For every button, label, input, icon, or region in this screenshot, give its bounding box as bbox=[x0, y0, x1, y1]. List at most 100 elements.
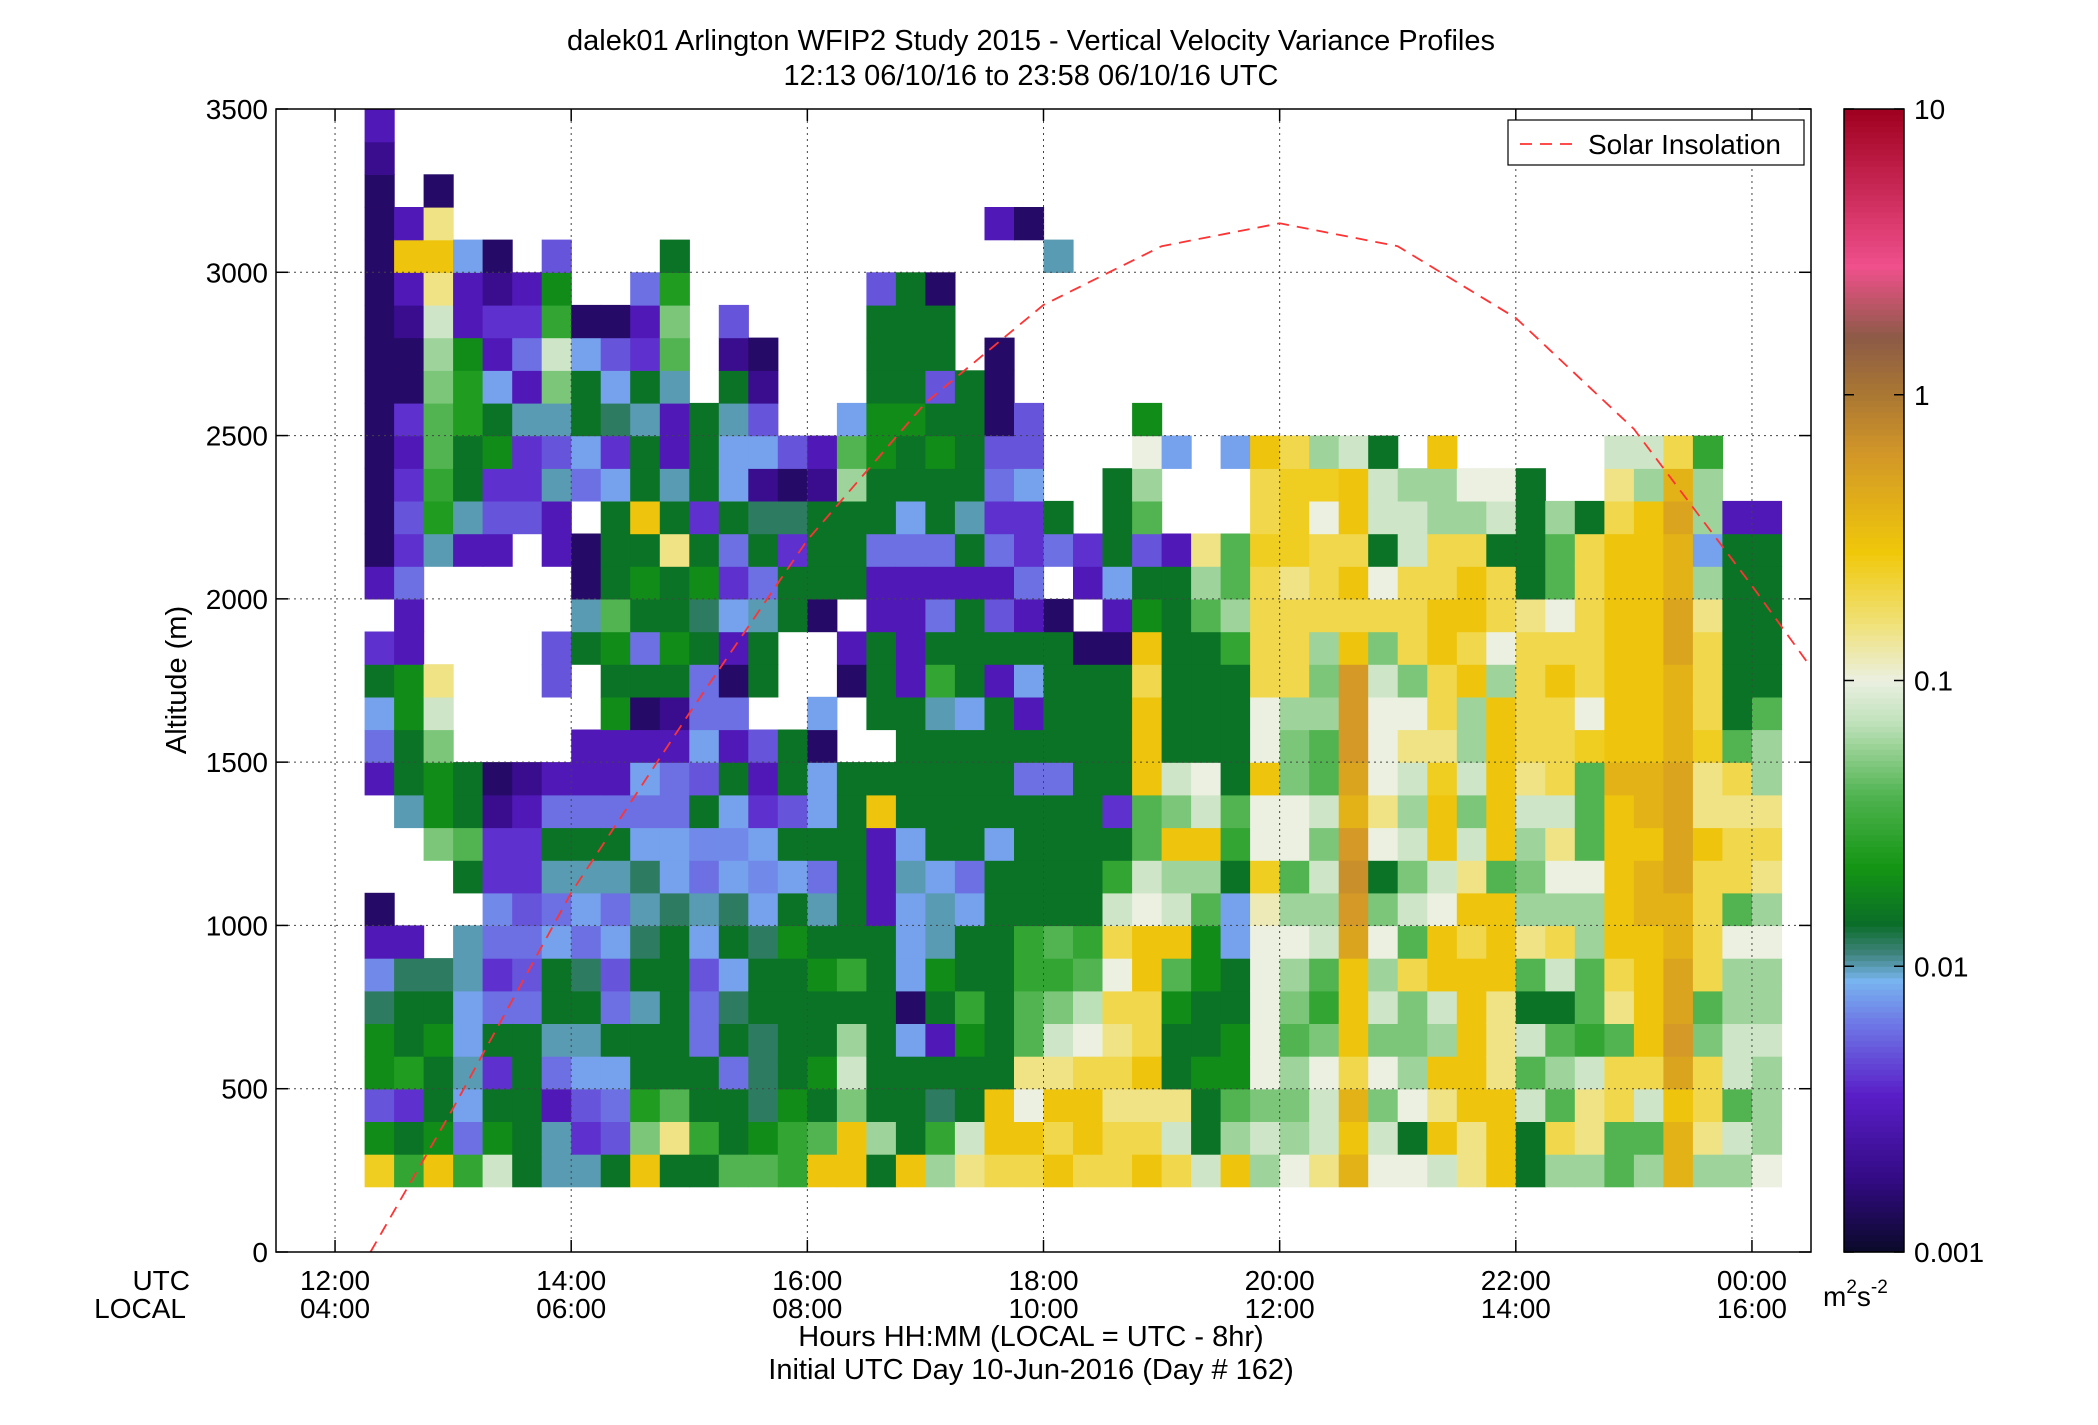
colorbar-tick-label: 1 bbox=[1914, 380, 1930, 411]
heatmap-cell bbox=[1486, 958, 1517, 992]
heatmap-cell bbox=[866, 533, 897, 567]
heatmap-cell bbox=[1279, 860, 1310, 894]
heatmap-cell bbox=[1692, 500, 1723, 535]
x-tick-label-utc: 20:00 bbox=[1245, 1265, 1315, 1296]
heatmap-cell bbox=[1456, 925, 1487, 959]
colorbar-band bbox=[1844, 514, 1904, 522]
heatmap-cell bbox=[1545, 762, 1576, 796]
heatmap-cell bbox=[364, 892, 395, 927]
heatmap-cell bbox=[777, 1023, 808, 1057]
y-tick-label: 3500 bbox=[206, 94, 268, 125]
heatmap-cell bbox=[394, 435, 425, 469]
colorbar-band bbox=[1844, 223, 1904, 230]
heatmap-cell bbox=[630, 860, 661, 894]
heatmap-cell bbox=[1545, 1023, 1576, 1057]
heatmap-cell bbox=[1692, 598, 1723, 633]
heatmap-cell bbox=[748, 468, 779, 502]
heatmap-cell bbox=[1604, 827, 1635, 861]
colorbar-band bbox=[1844, 794, 1904, 802]
heatmap-cell bbox=[1456, 958, 1487, 992]
heatmap-cell bbox=[453, 533, 484, 567]
colorbar-band bbox=[1844, 1051, 1904, 1059]
heatmap-cell bbox=[1102, 925, 1133, 959]
heatmap-cell bbox=[1368, 533, 1399, 567]
heatmap-cell bbox=[394, 664, 425, 698]
heatmap-cell bbox=[689, 827, 720, 861]
colorbar-band bbox=[1844, 766, 1904, 773]
heatmap-cell bbox=[1397, 566, 1428, 600]
heatmap-cell bbox=[836, 566, 867, 600]
heatmap-cell bbox=[689, 566, 720, 600]
heatmap-cell bbox=[1515, 1023, 1546, 1057]
heatmap-cell bbox=[925, 500, 956, 535]
heatmap-cell bbox=[482, 1121, 513, 1155]
heatmap-cell bbox=[718, 500, 749, 535]
heatmap-cell bbox=[1604, 566, 1635, 600]
heatmap-cell bbox=[482, 925, 513, 959]
heatmap-cell bbox=[423, 239, 454, 273]
heatmap-cell bbox=[1515, 1121, 1546, 1155]
heatmap-cell bbox=[954, 1088, 985, 1122]
heatmap-cell bbox=[866, 500, 897, 535]
colorbar-band bbox=[1844, 549, 1904, 556]
heatmap-cell bbox=[1014, 990, 1045, 1024]
heatmap-cell bbox=[1250, 860, 1281, 894]
colorbar-band bbox=[1844, 600, 1904, 607]
heatmap-cell bbox=[1338, 958, 1369, 992]
heatmap-cell bbox=[1604, 892, 1635, 927]
colorbar-band bbox=[1844, 629, 1904, 636]
heatmap-cell bbox=[807, 435, 838, 469]
heatmap-cell bbox=[571, 827, 602, 861]
y-tick-label: 500 bbox=[221, 1074, 268, 1105]
heatmap-cell bbox=[1073, 729, 1104, 763]
heatmap-cell bbox=[1427, 1088, 1458, 1122]
colorbar-band bbox=[1844, 949, 1904, 956]
heatmap-cell bbox=[541, 892, 572, 927]
heatmap-cell bbox=[394, 402, 425, 437]
heatmap-cell bbox=[1309, 696, 1340, 731]
heatmap-cell bbox=[1486, 1056, 1517, 1090]
heatmap-cell bbox=[689, 892, 720, 927]
heatmap-cell bbox=[1250, 1154, 1281, 1188]
colorbar bbox=[1844, 109, 1904, 1253]
colorbar-band bbox=[1844, 143, 1904, 150]
heatmap-cell bbox=[1722, 1088, 1753, 1122]
heatmap-cell bbox=[1338, 1023, 1369, 1057]
heatmap-cell bbox=[571, 468, 602, 502]
heatmap-cell bbox=[1633, 566, 1664, 600]
x-tick-label-local: 16:00 bbox=[1717, 1293, 1787, 1324]
heatmap-cell bbox=[600, 696, 631, 731]
heatmap-cell bbox=[394, 272, 425, 306]
heatmap-cell bbox=[1279, 1154, 1310, 1188]
heatmap-cell bbox=[1220, 566, 1251, 600]
heatmap-cell bbox=[1633, 958, 1664, 992]
heatmap-cell bbox=[836, 500, 867, 535]
heatmap-cell bbox=[630, 1088, 661, 1122]
heatmap-cell bbox=[807, 468, 838, 502]
colorbar-band bbox=[1844, 1091, 1904, 1099]
heatmap-cell bbox=[1456, 794, 1487, 829]
heatmap-cell bbox=[866, 827, 897, 861]
heatmap-cell bbox=[1633, 533, 1664, 567]
heatmap-cell bbox=[1663, 1154, 1694, 1188]
heatmap-cell bbox=[1722, 598, 1753, 633]
heatmap-cell bbox=[364, 500, 395, 535]
heatmap-cell bbox=[954, 860, 985, 894]
heatmap-cell bbox=[453, 468, 484, 502]
colorbar-band bbox=[1844, 697, 1904, 704]
colorbar-band bbox=[1844, 594, 1904, 602]
heatmap-cell bbox=[512, 860, 543, 894]
heatmap-cell bbox=[1220, 892, 1251, 927]
heatmap-cell bbox=[571, 892, 602, 927]
heatmap-cell bbox=[1397, 1023, 1428, 1057]
heatmap-cell bbox=[1220, 762, 1251, 796]
heatmap-cell bbox=[1486, 598, 1517, 633]
heatmap-cell bbox=[1102, 566, 1133, 600]
heatmap-cell bbox=[630, 370, 661, 404]
heatmap-cell bbox=[1250, 631, 1281, 665]
colorbar-band bbox=[1844, 686, 1904, 693]
heatmap-cell bbox=[482, 794, 513, 829]
heatmap-cell bbox=[748, 402, 779, 437]
heatmap-cell bbox=[895, 827, 926, 861]
heatmap-cell bbox=[718, 860, 749, 894]
